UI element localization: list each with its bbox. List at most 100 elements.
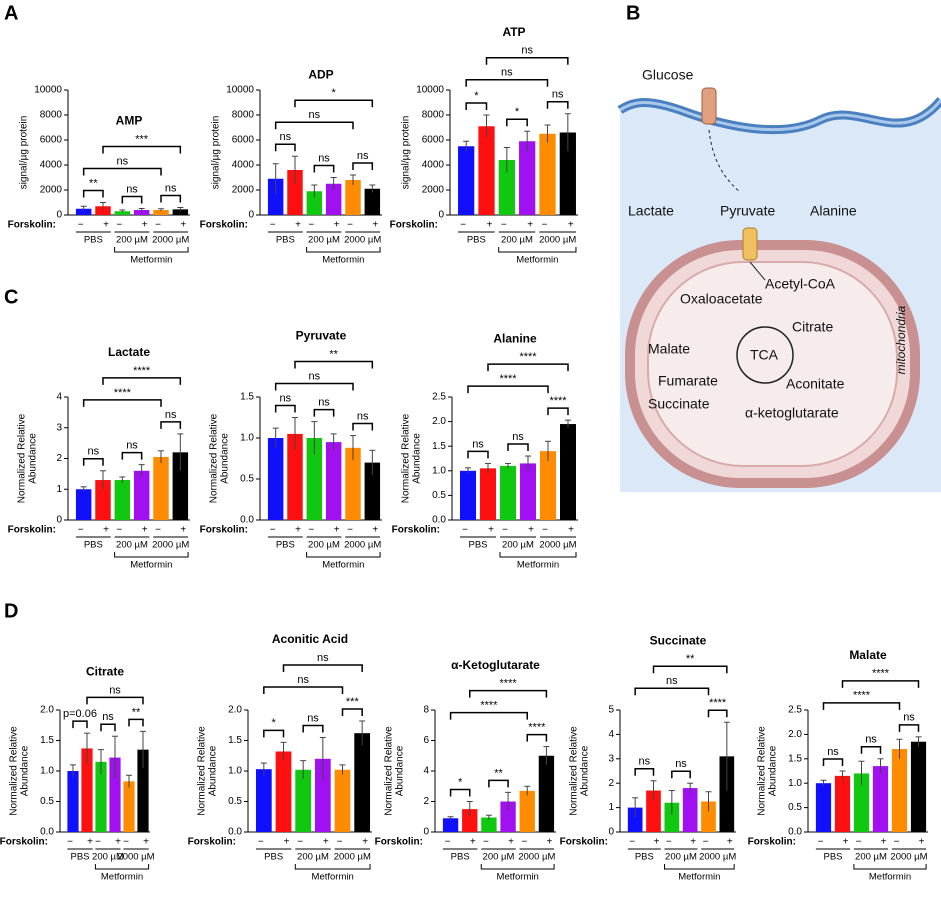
x-tick-label: + <box>470 837 476 848</box>
tca-cycle <box>736 326 794 384</box>
row-label: Forskolin: <box>560 837 608 848</box>
group-title: Metformin <box>869 872 911 883</box>
group-title: Metformin <box>516 255 558 266</box>
bar <box>910 741 927 832</box>
bar <box>75 489 92 520</box>
x-tick-label: − <box>347 525 353 536</box>
x-tick-label: − <box>666 837 672 848</box>
y-tick-label: 2 <box>608 778 614 789</box>
x-tick-label: − <box>123 837 129 848</box>
x-tick-label: + <box>372 525 378 536</box>
x-tick-label: − <box>308 220 314 231</box>
x-tick-label: − <box>629 837 635 848</box>
group-bracket <box>306 247 381 253</box>
significance-label: ns <box>309 370 321 382</box>
significance-label: p=0.06 <box>63 708 97 720</box>
group-title: Metformin <box>312 872 354 883</box>
bar <box>114 480 131 520</box>
row-label: Forskolin: <box>0 837 48 848</box>
y-axis-label: Abundance <box>580 745 591 796</box>
x-tick-label: − <box>95 837 101 848</box>
bar <box>275 751 292 832</box>
significance-label: ns <box>280 131 292 143</box>
y-axis-label: Normalized Relative <box>569 726 580 816</box>
node-label: Fumarate <box>658 373 718 389</box>
bar <box>345 447 361 520</box>
bar <box>287 170 303 215</box>
bar <box>480 468 496 520</box>
bar <box>539 133 556 215</box>
bar <box>442 818 459 832</box>
significance-label: ns <box>317 652 329 664</box>
group-label: 2000 µM <box>344 235 381 246</box>
x-tick-label: + <box>843 837 849 848</box>
significance-label: ns <box>307 712 319 724</box>
significance-bracket <box>487 363 569 372</box>
row-label: Forskolin: <box>8 220 56 231</box>
group-label: 200 µM <box>483 852 515 863</box>
x-tick-label: − <box>818 837 824 848</box>
significance-bracket <box>860 746 882 754</box>
significance-bracket <box>274 121 354 130</box>
row-label: Forskolin: <box>390 220 438 231</box>
y-tick-label: 10000 <box>226 85 254 96</box>
bar <box>481 817 497 832</box>
y-axis-label: Normalized Relative <box>209 413 220 503</box>
x-tick-label: + <box>528 525 534 536</box>
x-tick-label: − <box>460 220 466 231</box>
bar <box>255 769 272 832</box>
chart-title: Succinate <box>650 633 707 647</box>
significance-label: *** <box>135 133 149 145</box>
bar <box>306 191 323 215</box>
x-tick-label: − <box>67 837 73 848</box>
node-label: Glucose <box>642 67 694 83</box>
bar <box>500 465 516 520</box>
y-tick-label: 8 <box>423 705 429 716</box>
y-tick-label: 0.0 <box>228 827 242 838</box>
group-bracket <box>853 864 927 870</box>
group-label: PBS <box>635 852 654 863</box>
significance-bracket <box>72 720 88 729</box>
significance-bracket <box>160 194 182 203</box>
y-tick-label: 0.5 <box>432 490 446 501</box>
y-tick-label: 0.0 <box>788 827 802 838</box>
significance-label: ns <box>165 409 177 421</box>
y-tick-label: 6000 <box>422 135 445 146</box>
x-tick-label: − <box>894 837 900 848</box>
y-tick-label: 4000 <box>40 160 63 171</box>
y-tick-label: 10000 <box>34 85 62 96</box>
y-tick-label: 0 <box>248 210 254 221</box>
group-label: 200 µM <box>116 235 148 246</box>
y-tick-label: 10000 <box>416 85 444 96</box>
x-tick-label: + <box>727 837 733 848</box>
significance-label: ns <box>280 392 292 404</box>
x-tick-label: + <box>334 525 340 536</box>
group-title: Metformin <box>322 560 364 571</box>
bar <box>153 210 169 215</box>
bar <box>627 807 643 832</box>
significance-label: ns <box>639 756 651 768</box>
group-label: 200 µM <box>308 540 340 551</box>
row-label: Forskolin: <box>748 837 796 848</box>
group-label: 200 µM <box>502 540 534 551</box>
y-tick-label: 1.0 <box>432 465 446 476</box>
significance-label: ns <box>117 155 129 167</box>
node-label: Citrate <box>792 319 833 335</box>
y-tick-label: 2.0 <box>788 729 802 740</box>
significance-label: **** <box>709 697 727 709</box>
significance-bracket <box>274 143 296 152</box>
group-label: PBS <box>84 540 103 551</box>
group-label: PBS <box>467 235 486 246</box>
arrow <box>749 261 766 281</box>
x-tick-label: − <box>155 220 161 231</box>
y-tick-label: 2 <box>423 796 429 807</box>
y-axis-label: Abundance <box>395 745 406 796</box>
significance-bracket <box>82 458 104 466</box>
x-tick-label: + <box>142 220 148 231</box>
significance-bracket <box>822 702 901 710</box>
bar <box>560 424 576 520</box>
y-axis-label: Abundance <box>768 745 779 796</box>
bar <box>334 769 351 832</box>
y-tick-label: 8000 <box>40 110 63 121</box>
group-label: PBS <box>276 235 295 246</box>
